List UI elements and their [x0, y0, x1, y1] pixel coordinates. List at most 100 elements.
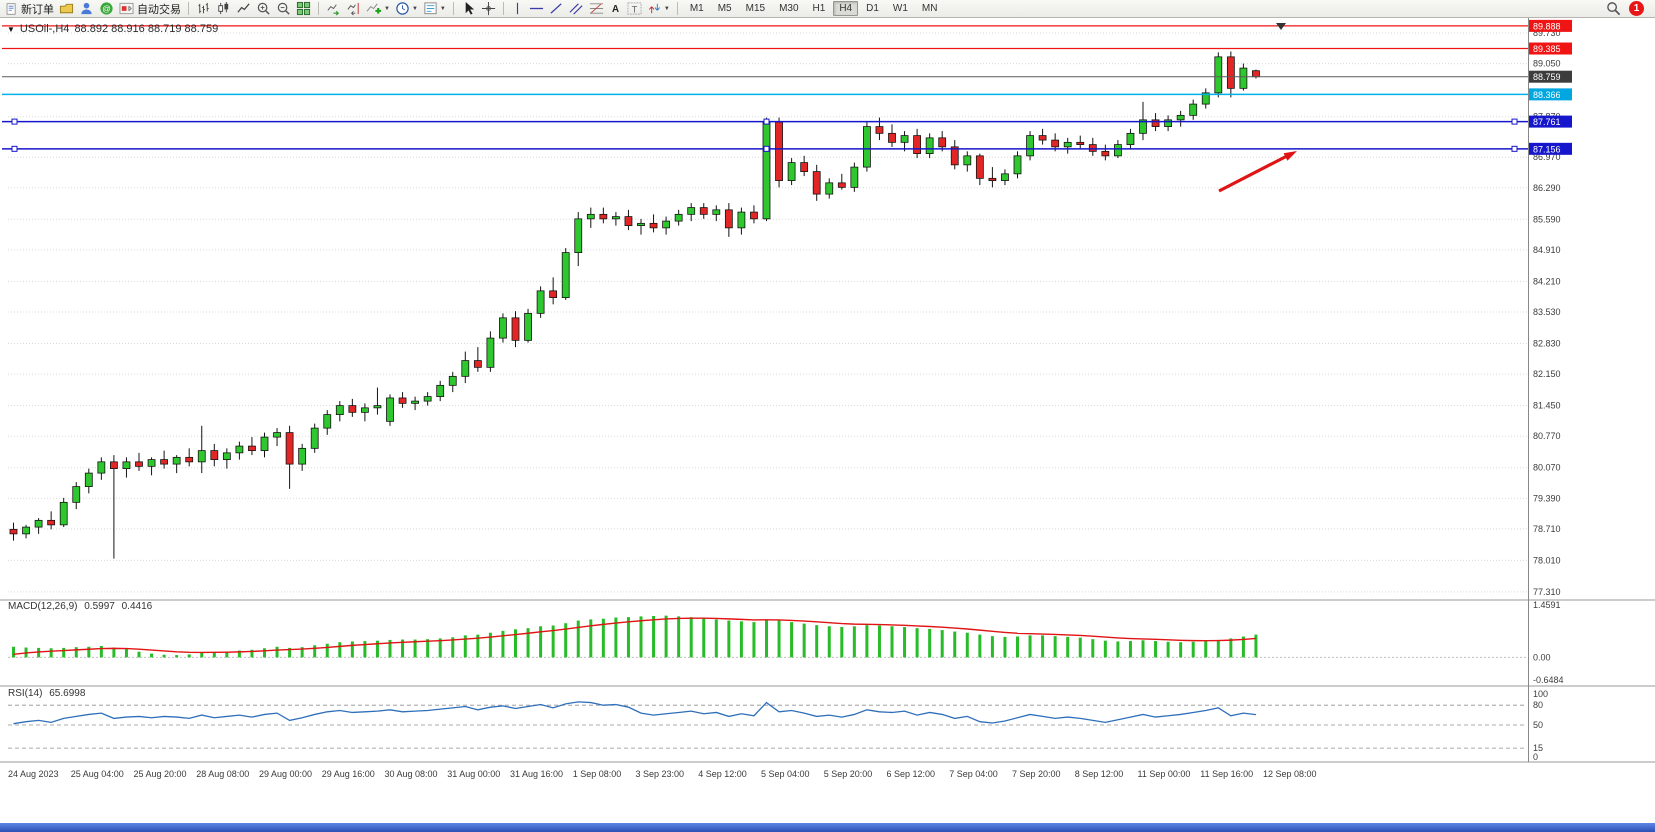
macd-axis-label: 0.00	[1533, 652, 1551, 662]
indicators-button[interactable]: ▼	[364, 1, 392, 17]
chart-collapse-icon[interactable]: ▼	[7, 24, 15, 34]
templates-button[interactable]: ▼	[421, 1, 448, 17]
timeframe-button-m30[interactable]: M30	[779, 3, 799, 14]
crosshair-icon	[481, 1, 495, 16]
auto-scroll-button[interactable]	[324, 1, 343, 17]
time-label: 3 Sep 23:00	[636, 769, 685, 779]
text-tool-button[interactable]: A	[607, 1, 624, 17]
bars-chart-button[interactable]	[194, 1, 213, 17]
candle-up	[411, 400, 420, 404]
price-label: 79.390	[1533, 493, 1561, 503]
new-order-button[interactable]: 新订单	[3, 1, 56, 17]
candle-down	[47, 519, 56, 526]
trendline-icon	[550, 3, 562, 14]
price-marker-triangle[interactable]	[1276, 23, 1286, 30]
candle-down	[988, 177, 997, 182]
timeframe-button-m1[interactable]: M1	[689, 3, 704, 14]
rsi-name: RSI(14)	[8, 688, 43, 699]
candle-up	[524, 312, 532, 341]
zoom-out-button[interactable]	[274, 1, 293, 17]
price-label: 89.050	[1533, 59, 1561, 69]
fibonacci-button[interactable]	[587, 1, 606, 17]
macd-signal-line	[13, 617, 1257, 656]
candle-up	[323, 414, 332, 429]
line-handle[interactable]	[763, 118, 770, 125]
candle-down	[724, 209, 733, 229]
periods-button[interactable]: ▼	[393, 1, 420, 17]
line-handle[interactable]	[1511, 145, 1518, 152]
toolbar-separator	[318, 2, 319, 15]
candle-up	[436, 384, 445, 398]
candle-down	[549, 290, 558, 299]
price-badge	[1529, 70, 1572, 83]
candle-down	[9, 528, 18, 535]
toolbar-separator	[676, 2, 678, 15]
timeframe-button-h4[interactable]: H4	[833, 1, 859, 16]
time-axis[interactable]: 24 Aug 2023 25 Aug 04:00 25 Aug 20:00 28 Au…	[8, 769, 1317, 779]
vertical-line-button[interactable]	[509, 1, 526, 17]
candle-up	[612, 216, 620, 220]
candle-up	[97, 461, 106, 474]
profiles-button[interactable]	[57, 1, 76, 17]
rsi-axis-label: 15	[1533, 743, 1543, 753]
price-label: 78.010	[1533, 555, 1561, 565]
rsi-axis-label: 100	[1533, 689, 1548, 699]
candle-down	[888, 132, 896, 143]
price-badge	[1529, 88, 1572, 101]
time-label: 29 Aug 16:00	[322, 769, 375, 779]
person-button[interactable]	[77, 1, 96, 17]
community-button[interactable]: @	[97, 1, 116, 17]
search-icon[interactable]	[1606, 1, 1621, 16]
line-chart-button[interactable]	[234, 1, 253, 17]
line-handle[interactable]	[763, 145, 770, 152]
taskbar-strip	[0, 823, 1655, 832]
candle-down	[185, 456, 194, 463]
candle-up	[850, 166, 859, 188]
autotrading-button[interactable]: 自动交易	[117, 1, 183, 17]
macd-histogram	[12, 615, 1258, 658]
candle-up	[273, 432, 281, 438]
toolbar: 新订单 @ 自动交易	[0, 0, 1655, 18]
cursor-button[interactable]	[459, 1, 478, 17]
candle-down	[135, 461, 143, 467]
bars-icon	[198, 2, 209, 14]
zoom-out-icon	[277, 2, 290, 15]
candle-down	[699, 207, 708, 215]
timeframe-button-h1[interactable]: H1	[812, 3, 826, 14]
channel-button[interactable]	[567, 1, 586, 17]
candlestick-chart-button[interactable]	[214, 1, 233, 17]
line-handle[interactable]	[11, 145, 18, 152]
candle-up	[825, 182, 834, 195]
timeframe-button-mn[interactable]: MN	[921, 3, 938, 14]
annotation-arrow[interactable]	[1218, 151, 1297, 193]
time-label: 6 Sep 12:00	[887, 769, 936, 779]
zoom-in-button[interactable]	[254, 1, 273, 17]
svg-text:T: T	[632, 4, 638, 14]
line-handle[interactable]	[11, 118, 18, 125]
crosshair-button[interactable]	[479, 1, 498, 17]
timeframe-button-m5[interactable]: M5	[717, 3, 732, 14]
price-badge	[1529, 142, 1572, 155]
notification-badge[interactable]: 1	[1629, 1, 1644, 16]
timeframe-button-m15[interactable]: M15	[745, 3, 766, 14]
timeframe-button-w1[interactable]: W1	[892, 3, 908, 14]
timeframe-button-d1[interactable]: D1	[866, 3, 879, 14]
price-label: 84.910	[1533, 245, 1561, 255]
candle-up	[448, 375, 457, 386]
macd-panel-label: MACD(12,26,9) 0.5997 0.4416	[8, 601, 152, 612]
trendline-button[interactable]	[547, 1, 566, 17]
label-tool-button[interactable]: T	[625, 1, 644, 17]
candle-up	[762, 121, 771, 220]
arrows-tool-button[interactable]: ▼	[645, 1, 672, 17]
candle-up	[1114, 144, 1122, 157]
price-label: 89.730	[1533, 28, 1561, 38]
horizontal-line-button[interactable]	[527, 1, 546, 17]
tile-windows-button[interactable]	[294, 1, 313, 17]
candle-up	[147, 459, 156, 467]
chart-shift-button[interactable]	[344, 1, 363, 17]
candle-up	[1001, 173, 1009, 182]
line-handle[interactable]	[1511, 118, 1518, 125]
candle-down	[624, 216, 633, 227]
price-label: 86.290	[1533, 183, 1561, 193]
